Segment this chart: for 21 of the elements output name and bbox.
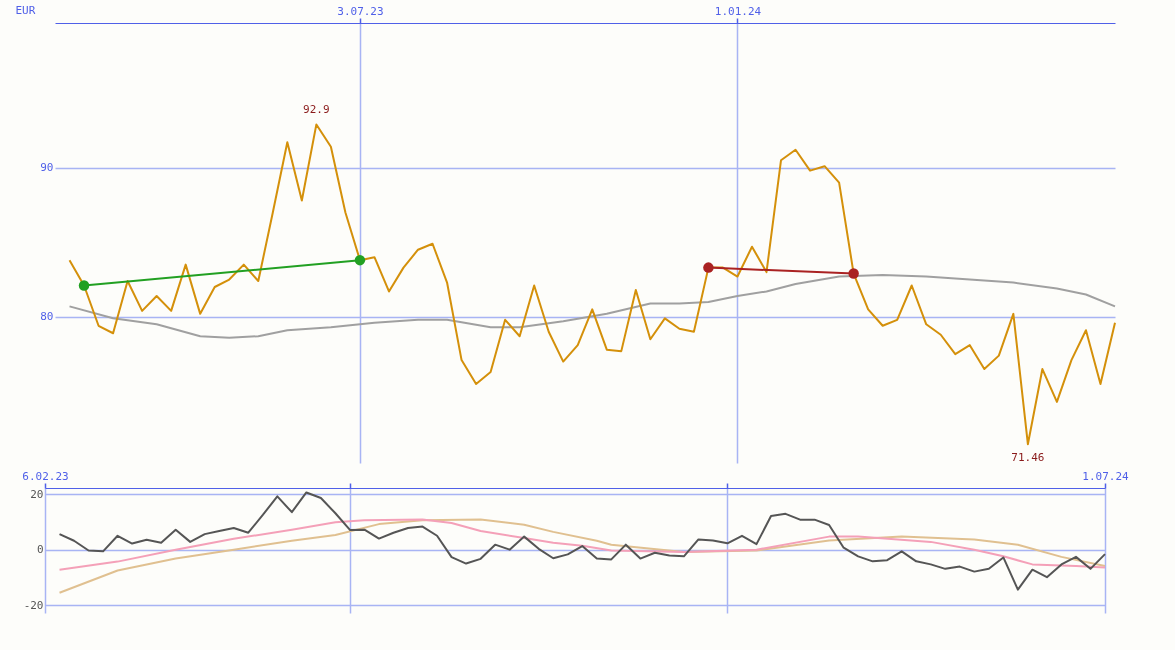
annotation: 92.9	[303, 103, 330, 117]
y-axis-title: EUR	[15, 3, 36, 17]
x-tick-label: 3.07.23	[337, 4, 384, 18]
line-series	[58, 518, 1106, 571]
point	[354, 254, 366, 266]
line-series	[68, 123, 1116, 446]
y-tick-label: 20	[30, 487, 44, 501]
line-series	[68, 274, 1116, 339]
y-tick-label: 80	[40, 310, 54, 324]
x-tick-label: 1.01.24	[714, 4, 762, 18]
line-series	[58, 491, 1106, 591]
annotation: 71.46	[1011, 451, 1045, 465]
x-tick-label: 1.07.24	[1082, 469, 1130, 483]
y-tick-label: 0	[36, 543, 44, 557]
point	[703, 262, 714, 273]
x-tick-label: 6.02.23	[22, 469, 69, 483]
line-series	[58, 518, 1106, 594]
y-tick-label: 90	[40, 161, 54, 175]
y-tick-label: -20	[23, 598, 44, 612]
point	[848, 268, 859, 279]
point	[78, 280, 90, 291]
